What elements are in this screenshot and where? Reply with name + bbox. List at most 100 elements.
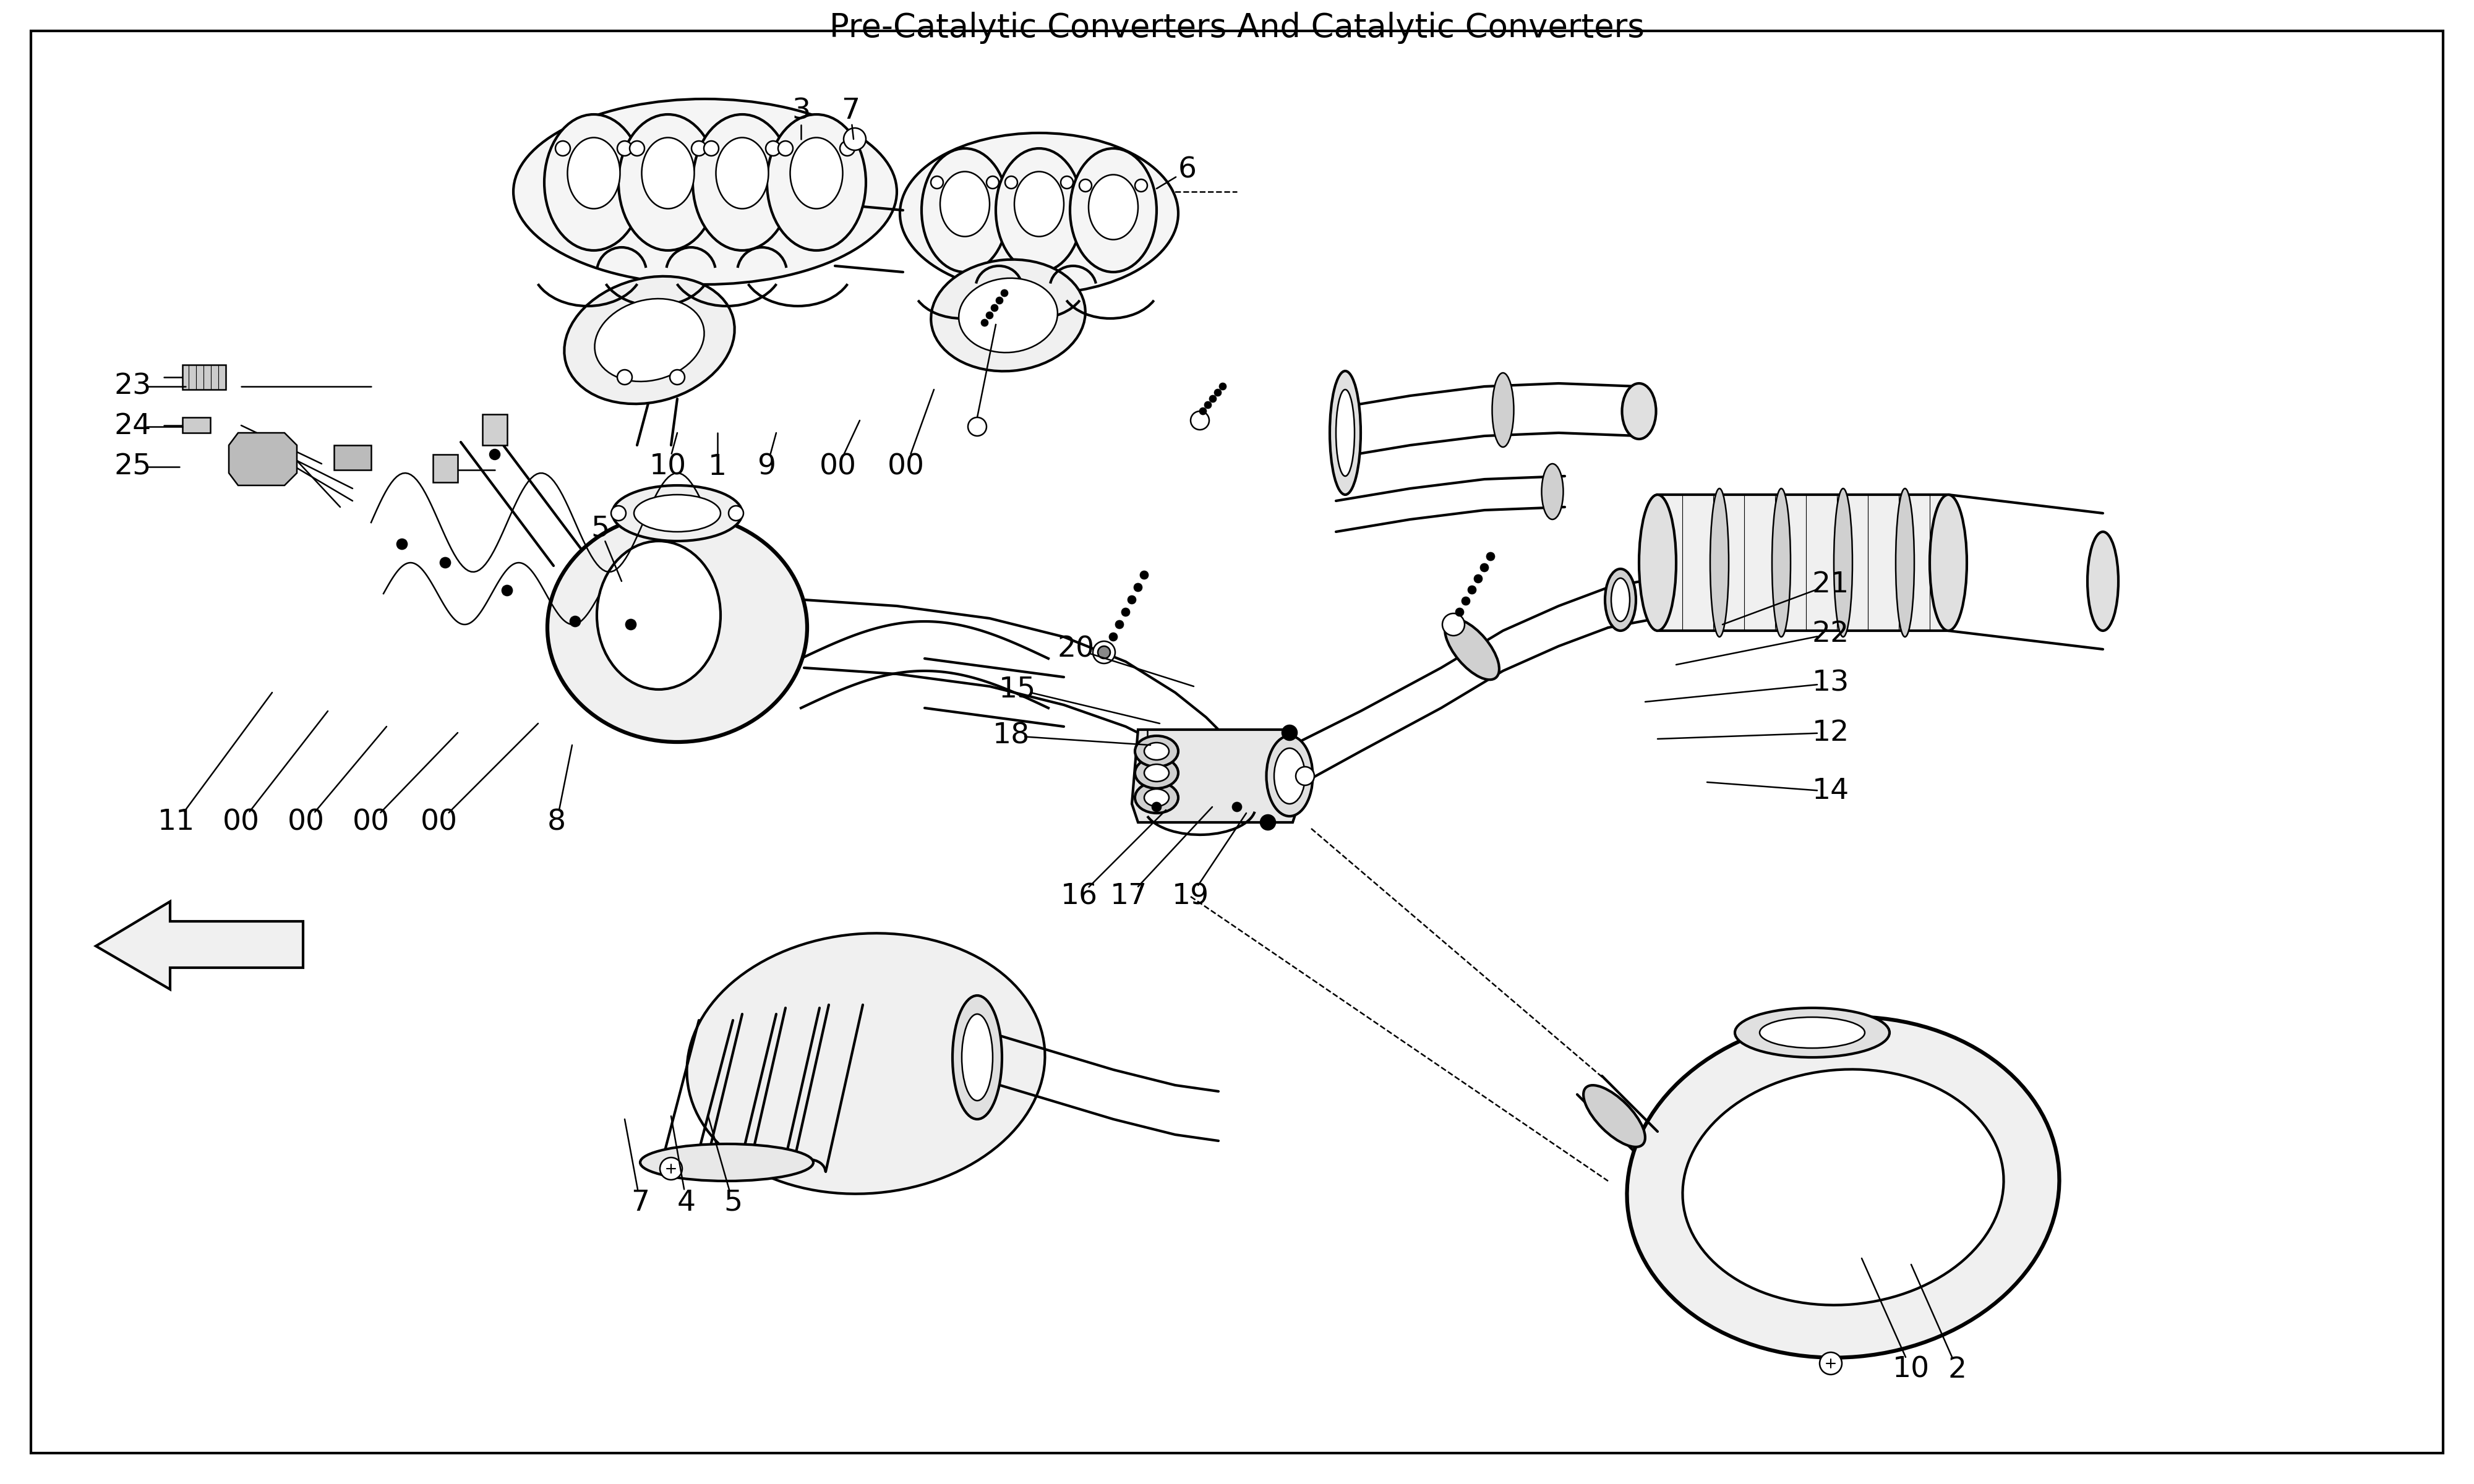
Text: 4: 4 <box>678 1189 695 1217</box>
Circle shape <box>569 616 581 626</box>
Ellipse shape <box>1734 1008 1890 1057</box>
Text: 24: 24 <box>114 413 151 441</box>
Circle shape <box>1205 401 1212 408</box>
Circle shape <box>670 370 685 384</box>
Ellipse shape <box>515 99 896 285</box>
Circle shape <box>1487 552 1494 561</box>
Circle shape <box>1296 767 1314 785</box>
Ellipse shape <box>596 542 720 690</box>
Ellipse shape <box>1445 619 1499 680</box>
Text: 17: 17 <box>1111 883 1148 911</box>
Circle shape <box>1215 389 1222 396</box>
Ellipse shape <box>614 485 742 542</box>
Circle shape <box>990 304 999 312</box>
Ellipse shape <box>962 1014 992 1101</box>
Ellipse shape <box>633 494 720 531</box>
Text: 5: 5 <box>722 1189 742 1217</box>
Ellipse shape <box>940 172 990 236</box>
Circle shape <box>1200 408 1207 416</box>
Ellipse shape <box>1136 782 1178 813</box>
Ellipse shape <box>641 1144 814 1181</box>
Polygon shape <box>183 417 210 433</box>
Circle shape <box>980 319 990 326</box>
Circle shape <box>554 141 569 156</box>
Text: 23: 23 <box>114 372 151 401</box>
Ellipse shape <box>901 134 1178 294</box>
Text: 3: 3 <box>792 98 811 125</box>
Circle shape <box>1133 583 1143 592</box>
Circle shape <box>490 450 500 460</box>
Circle shape <box>1121 608 1131 616</box>
Circle shape <box>502 585 512 597</box>
Ellipse shape <box>1014 172 1064 236</box>
Ellipse shape <box>1136 736 1178 767</box>
Circle shape <box>1455 608 1465 616</box>
Circle shape <box>1079 180 1091 191</box>
Ellipse shape <box>1682 1070 2004 1304</box>
Ellipse shape <box>1606 568 1635 631</box>
Text: 5: 5 <box>591 515 609 543</box>
Text: 16: 16 <box>1061 883 1098 911</box>
Circle shape <box>1128 595 1136 604</box>
Ellipse shape <box>1069 148 1158 272</box>
Text: 8: 8 <box>547 809 567 837</box>
Ellipse shape <box>1771 488 1791 637</box>
Polygon shape <box>482 414 507 445</box>
Circle shape <box>705 141 717 156</box>
Circle shape <box>628 141 643 156</box>
Ellipse shape <box>1143 742 1170 760</box>
Circle shape <box>930 177 943 188</box>
Ellipse shape <box>789 138 844 209</box>
Text: 18: 18 <box>992 721 1029 749</box>
Ellipse shape <box>995 148 1084 272</box>
Text: 00: 00 <box>223 809 260 837</box>
Ellipse shape <box>1895 488 1915 637</box>
Circle shape <box>767 141 782 156</box>
Ellipse shape <box>564 276 735 404</box>
Polygon shape <box>183 365 225 389</box>
Text: 10: 10 <box>1893 1356 1930 1383</box>
Circle shape <box>999 289 1009 297</box>
Text: 00: 00 <box>354 809 391 837</box>
Circle shape <box>618 370 633 384</box>
Circle shape <box>1821 1352 1841 1374</box>
Ellipse shape <box>952 996 1002 1119</box>
Text: 7: 7 <box>841 98 861 125</box>
Circle shape <box>1262 815 1277 830</box>
Text: 11: 11 <box>158 809 195 837</box>
Text: 21: 21 <box>1811 570 1851 598</box>
Text: 00: 00 <box>287 809 324 837</box>
Text: 20: 20 <box>1056 635 1096 663</box>
Text: 10: 10 <box>648 453 688 481</box>
Circle shape <box>618 141 633 156</box>
Ellipse shape <box>1089 175 1138 239</box>
Ellipse shape <box>1492 372 1514 447</box>
Ellipse shape <box>1274 748 1306 804</box>
Polygon shape <box>1133 730 1299 822</box>
Circle shape <box>1116 620 1123 629</box>
Text: 25: 25 <box>114 453 151 481</box>
Ellipse shape <box>1833 488 1853 637</box>
Text: 12: 12 <box>1811 718 1851 746</box>
Text: 14: 14 <box>1811 778 1851 806</box>
Circle shape <box>995 297 1004 304</box>
Circle shape <box>1467 586 1477 594</box>
Text: 00: 00 <box>819 453 856 481</box>
Circle shape <box>1479 564 1489 571</box>
Ellipse shape <box>688 933 1044 1193</box>
Ellipse shape <box>1759 1017 1865 1048</box>
Circle shape <box>727 506 742 521</box>
Ellipse shape <box>1143 764 1170 782</box>
Text: 00: 00 <box>421 809 458 837</box>
Circle shape <box>1210 395 1217 402</box>
Circle shape <box>1475 574 1482 583</box>
Circle shape <box>1098 646 1111 659</box>
Circle shape <box>1061 177 1074 188</box>
Polygon shape <box>96 901 302 990</box>
Circle shape <box>1094 641 1116 663</box>
Ellipse shape <box>641 138 695 209</box>
Circle shape <box>1190 411 1210 430</box>
Circle shape <box>1141 571 1148 579</box>
Ellipse shape <box>715 138 769 209</box>
Text: 7: 7 <box>631 1189 648 1217</box>
